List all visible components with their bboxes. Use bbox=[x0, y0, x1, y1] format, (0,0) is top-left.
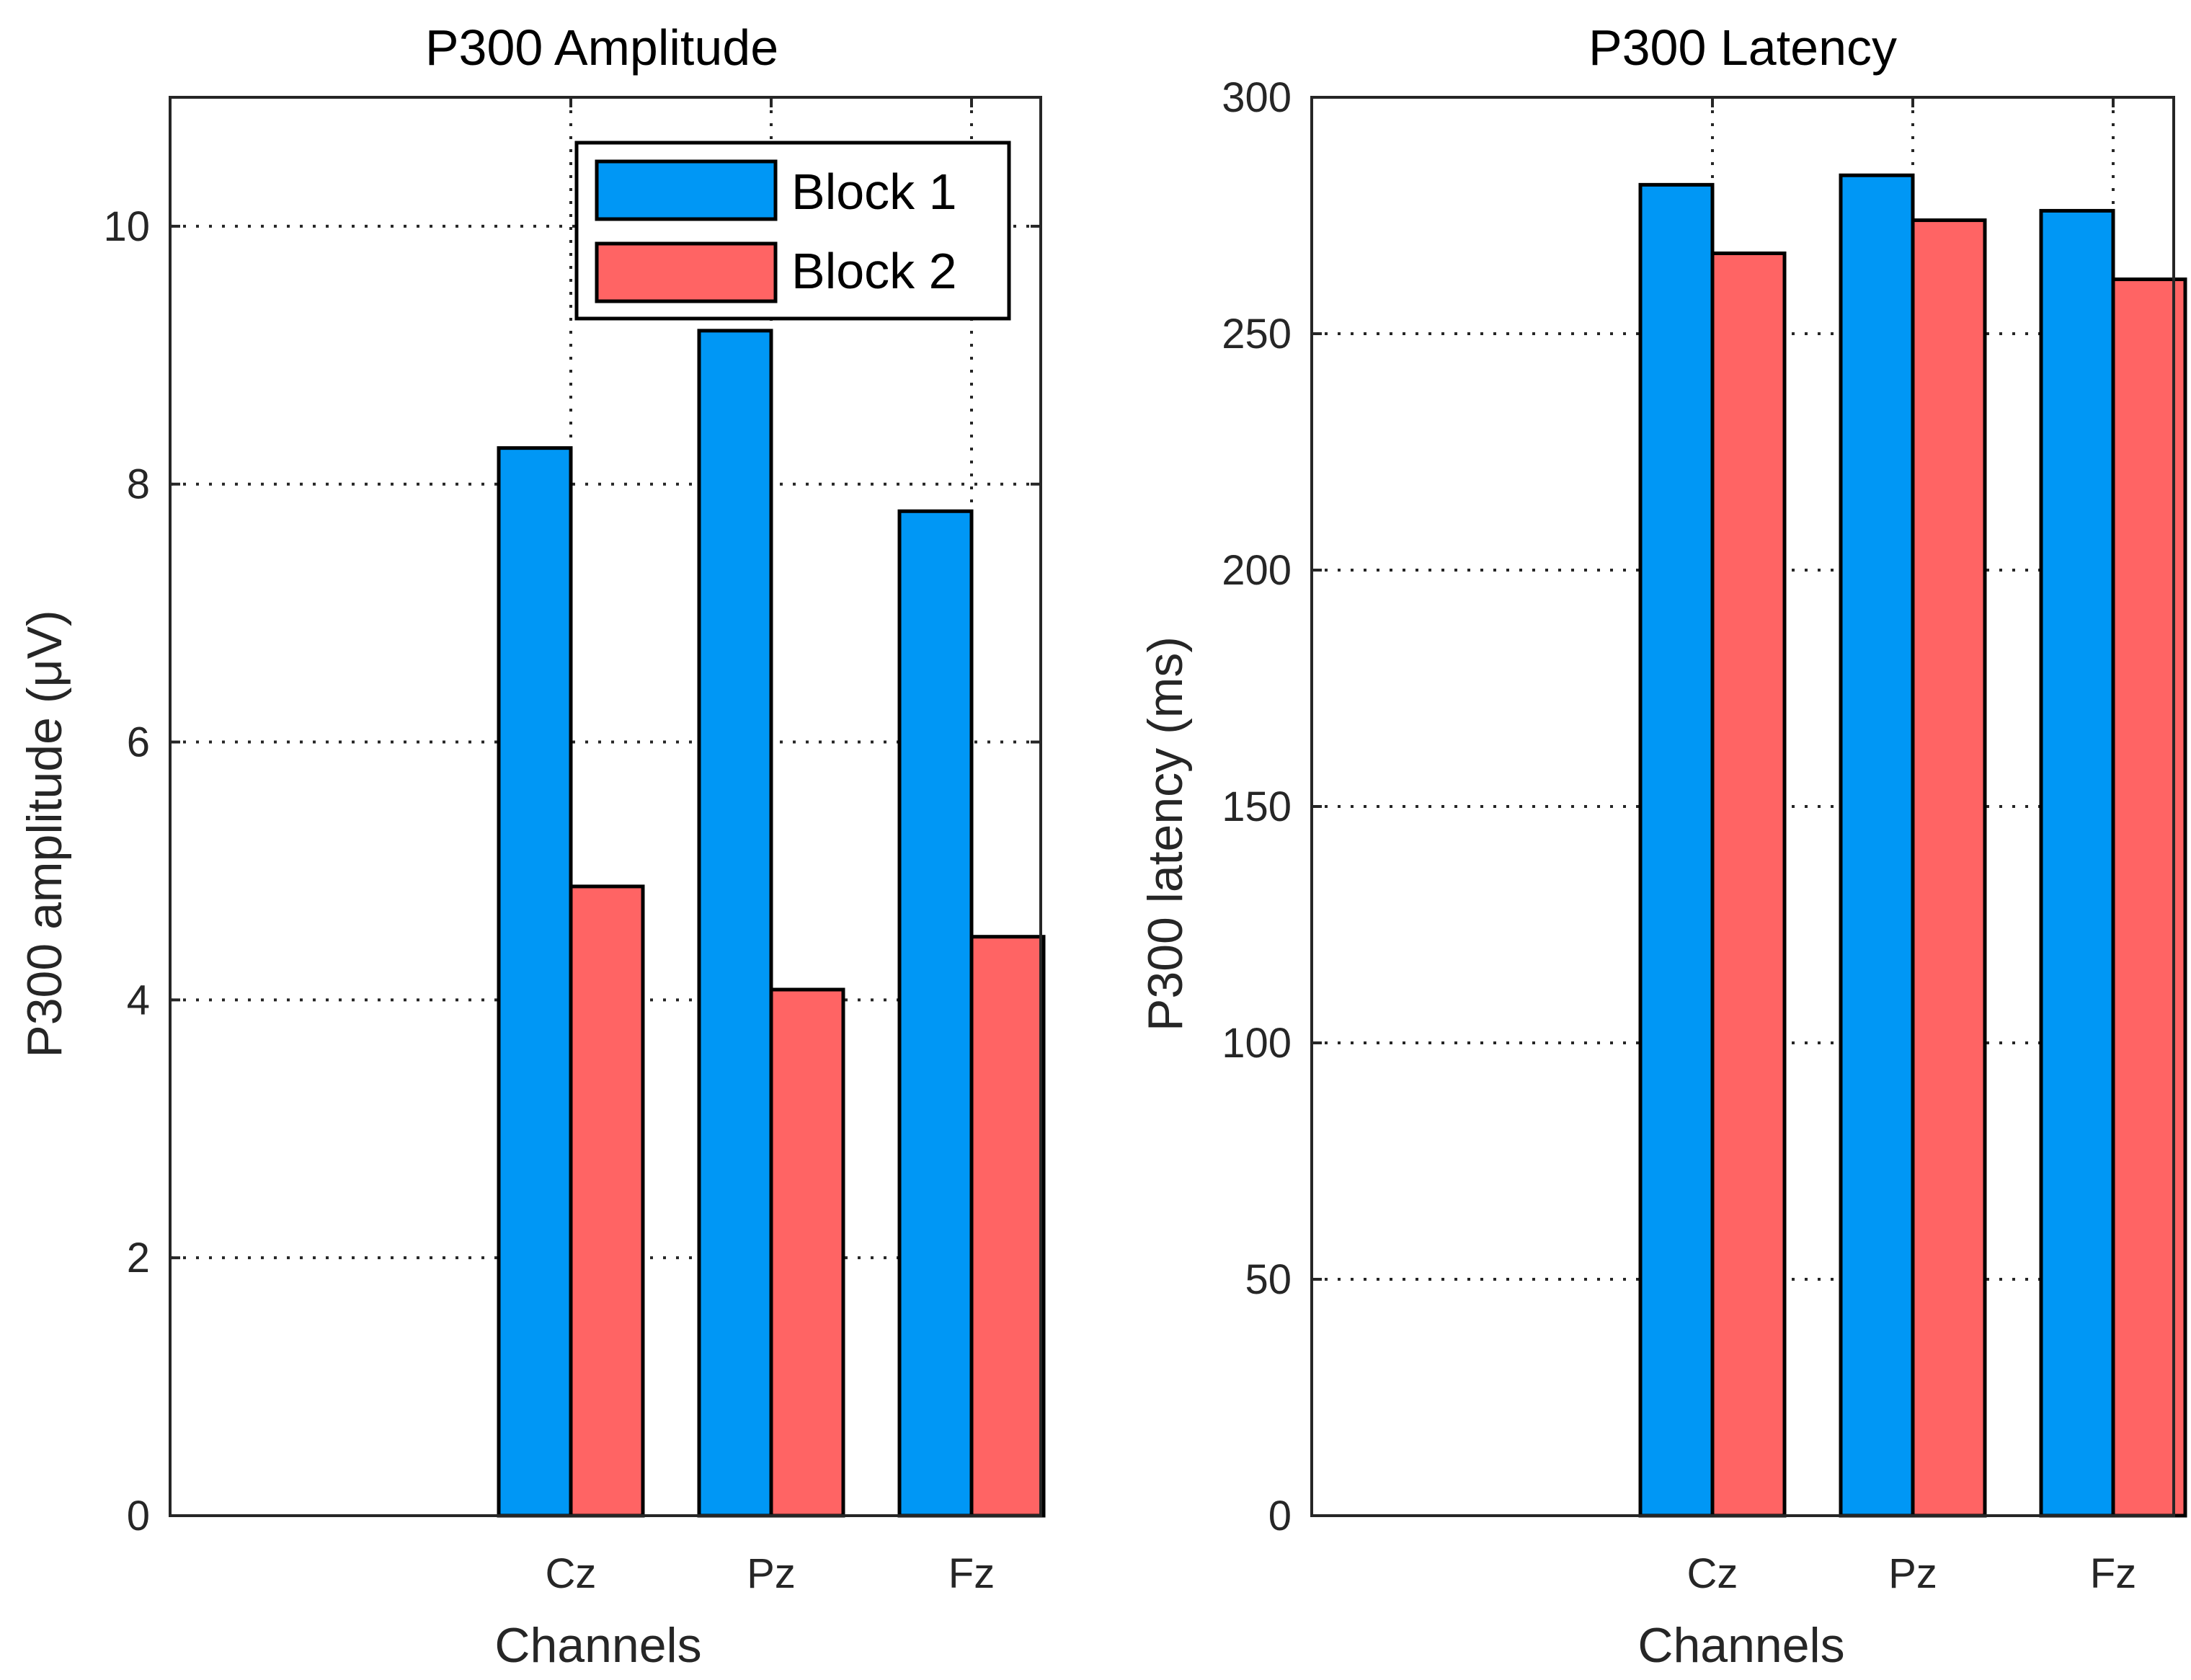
latency-y-tick-label: 200 bbox=[1222, 547, 1292, 594]
latency-bar-pz-block-1 bbox=[1839, 173, 1915, 1518]
latency-x-tick-label-pz: Pz bbox=[1888, 1550, 1937, 1597]
legend: Block 1 Block 2 bbox=[574, 141, 1011, 321]
latency-bar-fz-block-1 bbox=[2039, 208, 2115, 1518]
latency-y-axis-label: P300 latency (ms) bbox=[1138, 636, 1193, 1031]
latency-y-tick-label: 250 bbox=[1222, 311, 1292, 357]
amplitude-x-tick-label-fz: Fz bbox=[948, 1550, 995, 1597]
amplitude-y-tick-label: 4 bbox=[127, 977, 150, 1023]
latency-bar-cz-block-2 bbox=[1710, 251, 1787, 1518]
amplitude-y-axis-label: P300 amplitude (μV) bbox=[17, 610, 72, 1057]
amplitude-x-axis-label: Channels bbox=[494, 1618, 701, 1673]
amplitude-x-tick-label-pz: Pz bbox=[747, 1550, 796, 1597]
latency-chart: P300 Latency 0 50 100 150 200 250 300 Cz Pz Fz Ch… bbox=[1138, 19, 2187, 1673]
amplitude-x-tick-label-cz: Cz bbox=[546, 1550, 597, 1597]
amplitude-bar-fz-block-2 bbox=[969, 935, 1046, 1518]
amplitude-bar-fz-block-1 bbox=[897, 509, 974, 1518]
amplitude-chart: P300 Amplitude 0 2 4 6 8 10 Cz Pz Fz Channels P3… bbox=[17, 19, 1046, 1673]
amplitude-bar-cz-block-2 bbox=[569, 884, 645, 1518]
amplitude-bar-cz-block-1 bbox=[497, 446, 573, 1518]
amplitude-y-tick-label: 2 bbox=[127, 1235, 150, 1281]
latency-y-tick-label: 150 bbox=[1222, 783, 1292, 830]
latency-bar-cz-block-1 bbox=[1638, 182, 1715, 1518]
legend-swatch-block-2 bbox=[595, 241, 778, 303]
latency-y-tick-label: 100 bbox=[1222, 1020, 1292, 1067]
amplitude-y-tick-label: 6 bbox=[127, 719, 150, 766]
amplitude-bar-pz-block-1 bbox=[697, 329, 773, 1518]
latency-y-tick-label: 300 bbox=[1222, 74, 1292, 121]
amplitude-y-tick-label: 8 bbox=[127, 461, 150, 508]
amplitude-y-tick-label: 0 bbox=[127, 1493, 150, 1539]
latency-x-tick-label-fz: Fz bbox=[2090, 1550, 2136, 1597]
latency-x-axis-label: Channels bbox=[1637, 1618, 1844, 1673]
latency-chart-title: P300 Latency bbox=[1588, 19, 1897, 76]
legend-label-block-1: Block 1 bbox=[791, 164, 957, 220]
latency-bar-pz-block-2 bbox=[1911, 218, 1987, 1518]
legend-swatch-block-1 bbox=[595, 159, 778, 221]
amplitude-axes-box bbox=[169, 96, 1042, 1517]
latency-axes-box bbox=[1310, 96, 2175, 1517]
amplitude-y-tick-label: 10 bbox=[103, 203, 150, 250]
legend-label-block-2: Block 2 bbox=[791, 243, 957, 299]
amplitude-bar-pz-block-2 bbox=[769, 987, 845, 1518]
latency-x-tick-label-cz: Cz bbox=[1687, 1550, 1738, 1597]
latency-y-tick-label: 50 bbox=[1245, 1256, 1292, 1303]
latency-y-tick-label: 0 bbox=[1268, 1493, 1292, 1539]
amplitude-chart-title: P300 Amplitude bbox=[425, 19, 778, 76]
